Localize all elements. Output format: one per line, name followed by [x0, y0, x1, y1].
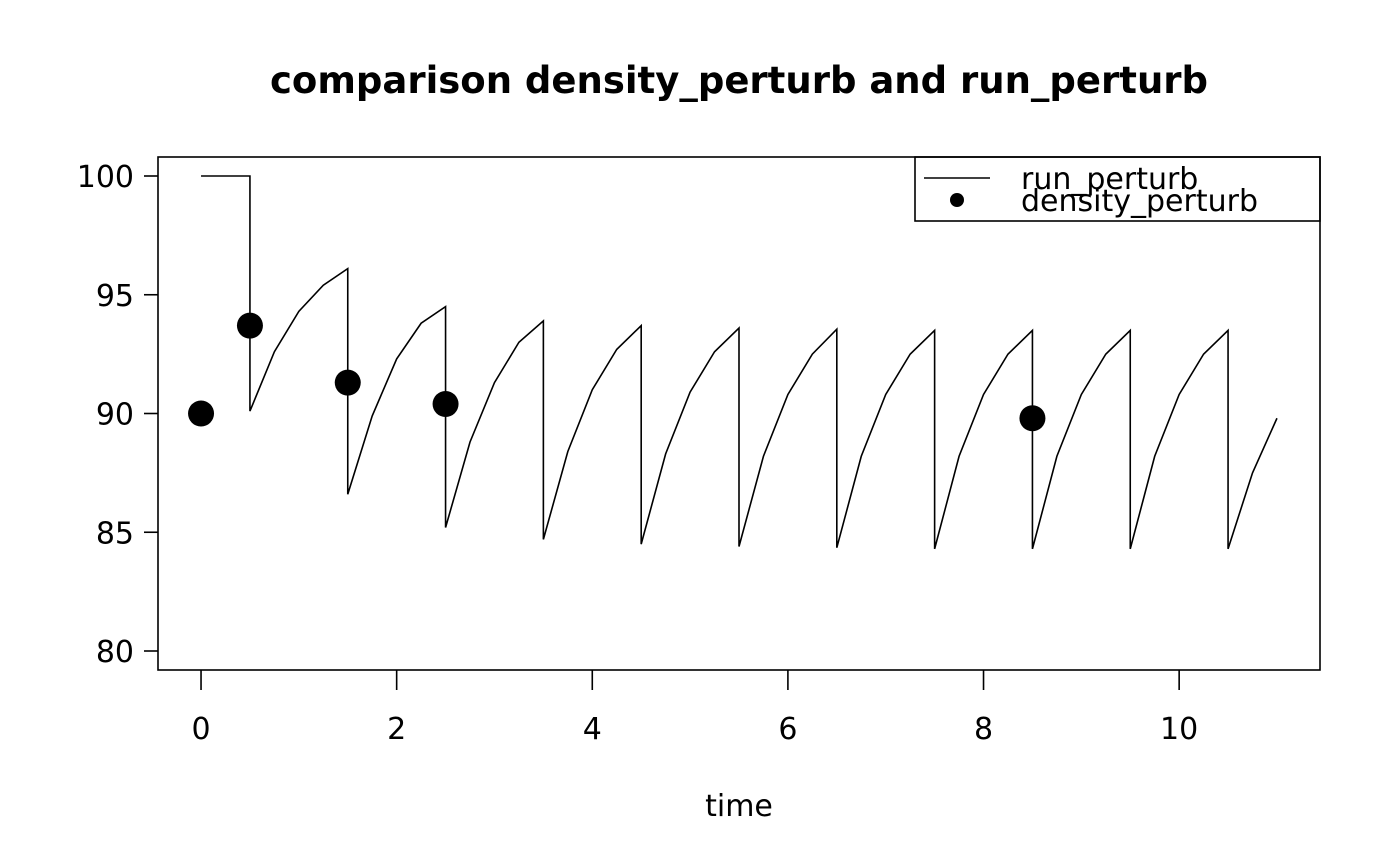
y-tick-label: 95 — [96, 279, 134, 314]
x-tick-label: 0 — [191, 712, 210, 747]
point-density-perturb — [188, 400, 215, 427]
point-density-perturb — [236, 312, 263, 339]
legend-point-symbol — [950, 193, 964, 207]
legend: run_perturb density_perturb — [914, 156, 1321, 222]
x-tick-label: 4 — [583, 712, 602, 747]
y-axis: 80 85 90 95 100 — [77, 160, 158, 670]
x-tick-label: 6 — [778, 712, 797, 747]
point-density-perturb — [432, 391, 459, 417]
x-tick-label: 10 — [1160, 712, 1198, 747]
point-density-perturb — [334, 369, 361, 396]
legend-label-density-perturb: density_perturb — [1021, 184, 1258, 219]
y-tick-label: 85 — [96, 516, 134, 551]
legend-box — [914, 156, 1321, 222]
legend-label-run-perturb: run_perturb — [1021, 162, 1198, 197]
y-tick-label: 100 — [77, 160, 134, 195]
series-layer — [188, 175, 1278, 550]
chart-title: comparison density_perturb and run_pertu… — [270, 59, 1208, 102]
y-tick-label: 90 — [96, 398, 134, 433]
x-tick-label: 2 — [387, 712, 406, 747]
point-density-perturb — [1019, 405, 1046, 432]
y-tick-label: 80 — [96, 635, 134, 670]
x-axis-label: time — [705, 789, 773, 824]
series-line-run-perturb — [201, 175, 1278, 550]
x-tick-label: 8 — [974, 712, 993, 747]
x-axis: 0 2 4 6 8 10 — [191, 670, 1198, 747]
